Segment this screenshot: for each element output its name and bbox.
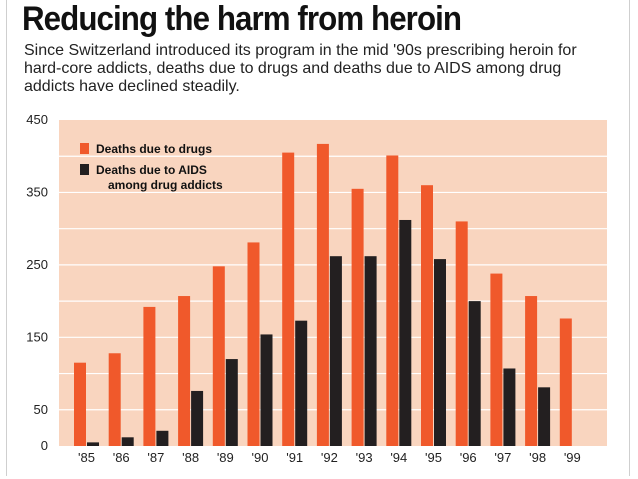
bar-drugs-94 bbox=[386, 155, 399, 446]
bar-aids-98 bbox=[538, 387, 551, 446]
bar-drugs-93 bbox=[351, 188, 364, 447]
bar-aids-86 bbox=[121, 437, 134, 446]
x-tick-label: '92 bbox=[321, 450, 338, 465]
y-tick-label: 0 bbox=[41, 438, 48, 453]
bar-drugs-88 bbox=[178, 296, 191, 446]
x-tick-label: '87 bbox=[147, 450, 164, 465]
bar-drugs-97 bbox=[490, 273, 503, 446]
bar-drugs-87 bbox=[143, 306, 156, 446]
y-tick-label: 50 bbox=[34, 402, 48, 417]
legend-label-drugs: Deaths due to drugs bbox=[96, 142, 212, 156]
bar-aids-88 bbox=[191, 390, 204, 446]
x-axis-ticks: '85 '86 '87 '88 '89 '90 '91 '92 '93 '94 '95 '96 '97 '… bbox=[78, 450, 581, 465]
bar-aids-89 bbox=[225, 359, 238, 446]
chart-title: Reducing the harm from heroin bbox=[22, 0, 462, 38]
bar-aids-94 bbox=[399, 219, 412, 446]
x-tick-label: '93 bbox=[356, 450, 373, 465]
bar-aids-87 bbox=[156, 430, 169, 446]
bar-drugs-85 bbox=[74, 362, 86, 446]
legend-swatch-aids bbox=[80, 164, 89, 175]
legend-label-aids-line2: among drug addicts bbox=[108, 178, 223, 192]
legend-swatch-drugs bbox=[80, 143, 89, 154]
bar-drugs-98 bbox=[525, 296, 538, 446]
bar-aids-85 bbox=[87, 442, 99, 446]
x-tick-label: '99 bbox=[564, 450, 581, 465]
bar-drugs-95 bbox=[421, 185, 433, 446]
bar-drugs-99 bbox=[559, 318, 572, 446]
x-tick-label: '95 bbox=[425, 450, 442, 465]
x-tick-label: '91 bbox=[286, 450, 303, 465]
x-tick-label: '97 bbox=[494, 450, 511, 465]
bar-aids-93 bbox=[364, 256, 377, 446]
x-tick-label: '98 bbox=[529, 450, 546, 465]
bar-aids-92 bbox=[329, 256, 342, 446]
bar-drugs-89 bbox=[212, 266, 225, 446]
y-axis-ticks: 0 50 150 250 350 450 bbox=[26, 112, 48, 453]
bar-aids-96 bbox=[468, 301, 481, 446]
x-tick-label: '89 bbox=[217, 450, 234, 465]
bar-aids-95 bbox=[434, 259, 446, 446]
bars bbox=[74, 143, 572, 447]
y-tick-label: 150 bbox=[26, 329, 48, 344]
x-tick-label: '88 bbox=[182, 450, 199, 465]
y-tick-label: 250 bbox=[26, 257, 48, 272]
bar-aids-97 bbox=[503, 368, 516, 446]
x-tick-label: '96 bbox=[460, 450, 477, 465]
x-tick-label: '94 bbox=[390, 450, 407, 465]
bar-aids-90 bbox=[260, 334, 273, 446]
bar-drugs-92 bbox=[316, 143, 329, 446]
y-tick-label: 350 bbox=[26, 184, 48, 199]
x-tick-label: '86 bbox=[113, 450, 130, 465]
bar-drugs-96 bbox=[455, 221, 468, 446]
legend: Deaths due to drugs Deaths due to AIDS a… bbox=[80, 142, 223, 192]
bar-drugs-90 bbox=[247, 242, 260, 446]
chart-subtitle: Since Switzerland introduced its program… bbox=[24, 42, 577, 95]
x-tick-label: '90 bbox=[252, 450, 269, 465]
bar-drugs-86 bbox=[108, 353, 121, 446]
x-tick-label: '85 bbox=[78, 450, 95, 465]
bar-aids-91 bbox=[295, 320, 308, 446]
y-tick-label: 450 bbox=[26, 112, 48, 127]
chart-frame bbox=[6, 0, 630, 476]
legend-label-aids: Deaths due to AIDS bbox=[96, 163, 207, 177]
bar-drugs-91 bbox=[282, 152, 295, 446]
